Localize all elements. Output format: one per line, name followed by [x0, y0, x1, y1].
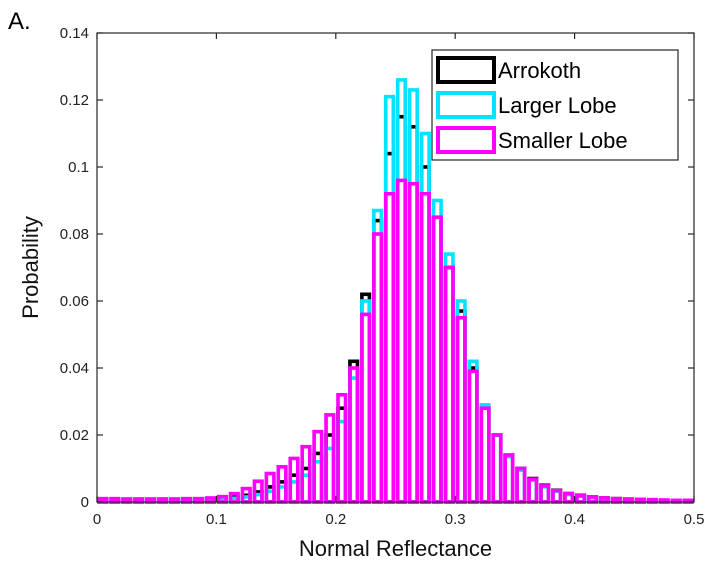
axis-ticks	[96, 32, 695, 503]
histogram-bar	[527, 477, 539, 504]
y-tick-label: 0.06	[60, 293, 89, 310]
panel-label: A.	[8, 8, 31, 35]
legend-label: Larger Lobe	[498, 93, 617, 118]
y-tick-label: 0.12	[60, 92, 89, 109]
x-axis-label: Normal Reflectance	[299, 536, 492, 561]
y-tick-label: 0.08	[60, 226, 89, 243]
axes-box	[96, 32, 695, 503]
axis-tick-labels: 0 0.1 0.2 0.3 0.4 0.5 0 0.02 0.04 0.06 0.08 0.1 0.12…	[60, 25, 705, 528]
histogram-bar	[383, 192, 396, 504]
histogram-bar	[324, 413, 336, 504]
x-tick-label: 0.4	[564, 511, 585, 528]
histogram-bar	[563, 491, 575, 504]
histogram-bar	[419, 192, 431, 504]
histogram-bar	[431, 215, 443, 504]
x-tick-label: 0	[93, 511, 101, 528]
legend-items: Arrokoth Larger Lobe Smaller Lobe	[436, 56, 628, 154]
histogram-bar	[348, 366, 360, 504]
histogram-bar	[586, 495, 599, 504]
y-tick-label: 0	[81, 494, 89, 511]
histogram-bar	[372, 232, 384, 504]
legend-swatch	[436, 91, 496, 119]
x-tick-label: 0.2	[325, 511, 346, 528]
histogram-bar	[515, 466, 527, 504]
x-tick-label: 0.3	[445, 511, 466, 528]
legend-label: Arrokoth	[498, 58, 581, 83]
histogram-bar	[479, 406, 491, 504]
histogram-bar	[467, 369, 479, 504]
histogram-bar	[407, 181, 419, 504]
x-tick-label: 0.5	[684, 511, 705, 528]
y-tick-label: 0.04	[60, 360, 89, 377]
histogram-bar	[276, 465, 288, 504]
y-tick-label: 0.02	[60, 427, 89, 444]
histogram-bar	[574, 493, 587, 504]
histogram-bar	[491, 433, 503, 504]
legend-swatch	[436, 126, 496, 154]
histogram-bar	[455, 315, 467, 504]
legend-box	[431, 49, 679, 161]
histogram-bar	[551, 488, 563, 504]
histogram-bar	[336, 392, 348, 504]
y-tick-label: 0.1	[68, 159, 89, 176]
histogram-bar	[395, 178, 408, 504]
legend-label: Smaller Lobe	[498, 128, 628, 153]
y-tick-label: 0.14	[60, 25, 89, 42]
histogram-bar	[443, 265, 455, 504]
legend: Arrokoth Larger Lobe Smaller Lobe	[431, 49, 679, 161]
y-axis-label: Probability	[18, 216, 43, 319]
histogram-bar	[503, 453, 515, 504]
series-smaller-lobe	[97, 178, 694, 504]
legend-swatch	[436, 56, 496, 84]
histogram-bar	[312, 429, 324, 504]
histogram-bar	[360, 312, 372, 504]
x-tick-label: 0.1	[206, 511, 227, 528]
series-arrokoth	[97, 114, 694, 504]
